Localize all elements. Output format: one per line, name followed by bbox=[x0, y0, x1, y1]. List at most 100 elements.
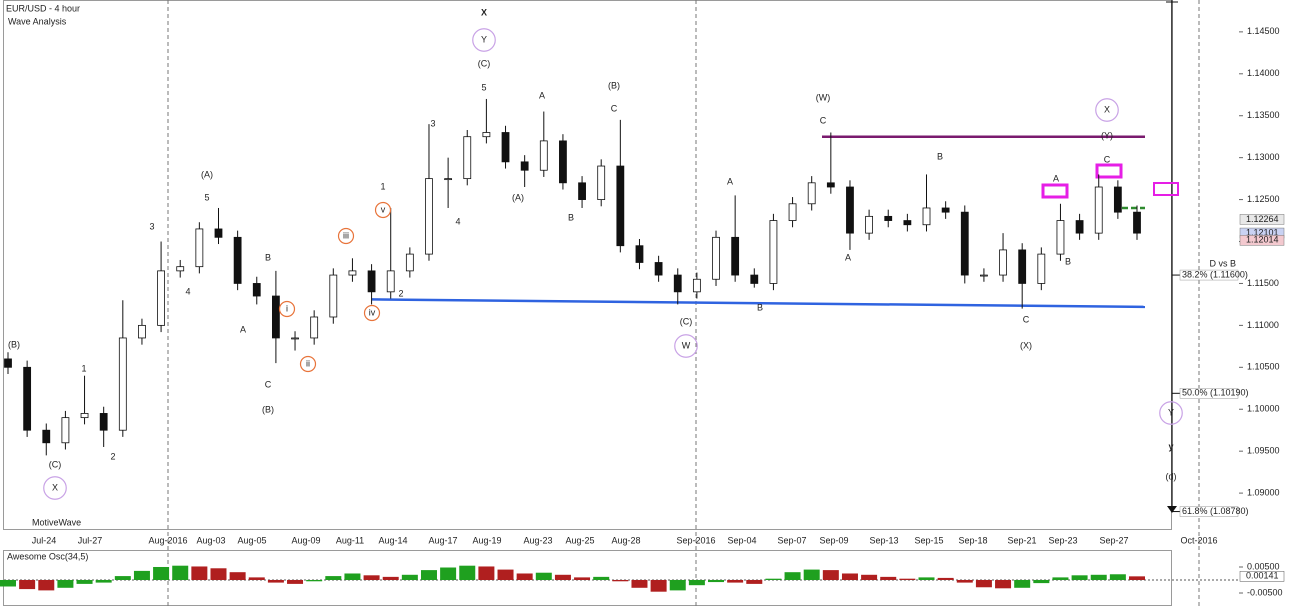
osc-bar bbox=[841, 573, 858, 580]
candle-body bbox=[1113, 186, 1122, 213]
wave-label: A bbox=[1053, 173, 1059, 183]
osc-bar bbox=[1129, 576, 1145, 580]
candle-body bbox=[788, 203, 797, 221]
y-tick-label: 1.10000 bbox=[1247, 404, 1280, 414]
osc-bar bbox=[19, 579, 36, 590]
candle-body bbox=[61, 417, 70, 444]
oscillator-title: Awesome Osc(34,5) bbox=[7, 551, 88, 561]
wave-label: A bbox=[240, 324, 246, 334]
x-tick-label: Sep-21 bbox=[1007, 535, 1036, 545]
osc-bar bbox=[306, 579, 323, 582]
candle-body bbox=[233, 236, 242, 284]
wave-label: X bbox=[1104, 104, 1110, 114]
candle-body bbox=[405, 253, 414, 272]
fib-box bbox=[1179, 269, 1239, 281]
x-tick-label: Sep-15 bbox=[914, 535, 943, 545]
candle-body bbox=[692, 278, 701, 293]
candle-body bbox=[731, 236, 740, 276]
candle-body bbox=[903, 220, 912, 226]
osc-bar bbox=[133, 570, 150, 580]
wave-circle bbox=[363, 304, 381, 322]
x-tick-label: Aug-09 bbox=[291, 535, 320, 545]
fib-box bbox=[1179, 506, 1239, 517]
x-tick-label: Sep-2016 bbox=[676, 535, 715, 545]
chart-title: EUR/USD - 4 hour bbox=[6, 3, 80, 13]
wave-circle bbox=[674, 334, 698, 358]
osc-tag-label: 0.00141 bbox=[1246, 571, 1279, 581]
osc-bar bbox=[114, 576, 131, 580]
fib-box bbox=[1179, 388, 1239, 399]
wave-label: B bbox=[937, 151, 943, 161]
candle-body bbox=[80, 413, 89, 419]
wave-label: (d) bbox=[1166, 471, 1177, 481]
price-tag-label: 1.12101 bbox=[1246, 227, 1279, 237]
wave-label: B bbox=[757, 302, 763, 312]
wave-label: 3 bbox=[430, 118, 435, 128]
candle-body bbox=[1018, 249, 1027, 284]
fib-label: 50.0% (1.10190) bbox=[1182, 388, 1249, 398]
candle-body bbox=[712, 236, 720, 280]
osc-bar bbox=[267, 579, 284, 583]
wave-label: 4 bbox=[185, 286, 190, 296]
wave-circle bbox=[1159, 401, 1183, 425]
candle-body bbox=[1133, 211, 1141, 234]
x-tick-label: Aug-03 bbox=[196, 535, 225, 545]
candle-body bbox=[807, 182, 816, 205]
osc-bar bbox=[401, 574, 418, 580]
wave-circle bbox=[472, 28, 496, 52]
wave-label: W bbox=[682, 340, 691, 350]
candle-body bbox=[367, 270, 376, 293]
osc-bar bbox=[727, 579, 744, 583]
wave-circle bbox=[374, 201, 392, 219]
wave-label: B bbox=[265, 252, 271, 262]
osc-bar bbox=[210, 568, 227, 580]
wave-circle bbox=[43, 476, 67, 500]
y-tick-label: 1.09000 bbox=[1247, 487, 1280, 497]
y-tick-label: 1.11500 bbox=[1247, 278, 1279, 288]
candle-body bbox=[559, 140, 567, 184]
wave-label: 2 bbox=[398, 288, 403, 298]
wave-label: (X) bbox=[1020, 340, 1032, 350]
wave-label: (A) bbox=[512, 192, 524, 202]
osc-bar bbox=[1052, 577, 1069, 580]
candle-body bbox=[348, 270, 357, 276]
x-tick-label: Aug-19 bbox=[472, 535, 501, 545]
chart-subtitle: Wave Analysis bbox=[8, 16, 67, 26]
candle-body bbox=[654, 262, 663, 276]
osc-tick-label: 0.00500 bbox=[1247, 561, 1280, 571]
y-tick-label: 1.12500 bbox=[1247, 194, 1280, 204]
candle-body bbox=[999, 249, 1007, 276]
wave-label: C bbox=[611, 103, 618, 113]
wave-label: Y bbox=[481, 34, 487, 44]
target-box bbox=[1095, 163, 1123, 179]
target-box bbox=[1041, 183, 1069, 199]
candle-body bbox=[1094, 186, 1103, 234]
candle-body bbox=[1056, 220, 1065, 255]
osc-bar bbox=[975, 579, 992, 588]
osc-bar bbox=[153, 566, 170, 580]
candle-body bbox=[941, 207, 950, 213]
wave-label: (B) bbox=[8, 339, 20, 349]
y-tick-label: 1.13500 bbox=[1247, 110, 1280, 120]
candle-body bbox=[444, 178, 453, 181]
wave-label: A bbox=[727, 176, 733, 186]
wave-label: ii bbox=[306, 358, 310, 368]
y-tick-label: 1.10500 bbox=[1247, 362, 1280, 372]
osc-bar bbox=[554, 574, 571, 580]
osc-bar bbox=[631, 579, 648, 588]
osc-bar bbox=[612, 579, 629, 582]
candle-body bbox=[195, 228, 204, 268]
wave-circle bbox=[299, 355, 317, 373]
wave-label: (C) bbox=[680, 316, 693, 326]
x-tick-label: Sep-09 bbox=[819, 535, 848, 545]
footer: MotiveWave bbox=[32, 517, 81, 527]
candle-body bbox=[960, 211, 969, 276]
osc-bar bbox=[229, 572, 246, 580]
wave-label: C bbox=[1104, 154, 1111, 164]
wave-label: X bbox=[481, 7, 487, 17]
wave-label: 5 bbox=[204, 192, 209, 202]
osc-bar bbox=[784, 572, 801, 580]
osc-bar bbox=[708, 579, 725, 583]
wave-label: v bbox=[381, 204, 386, 214]
